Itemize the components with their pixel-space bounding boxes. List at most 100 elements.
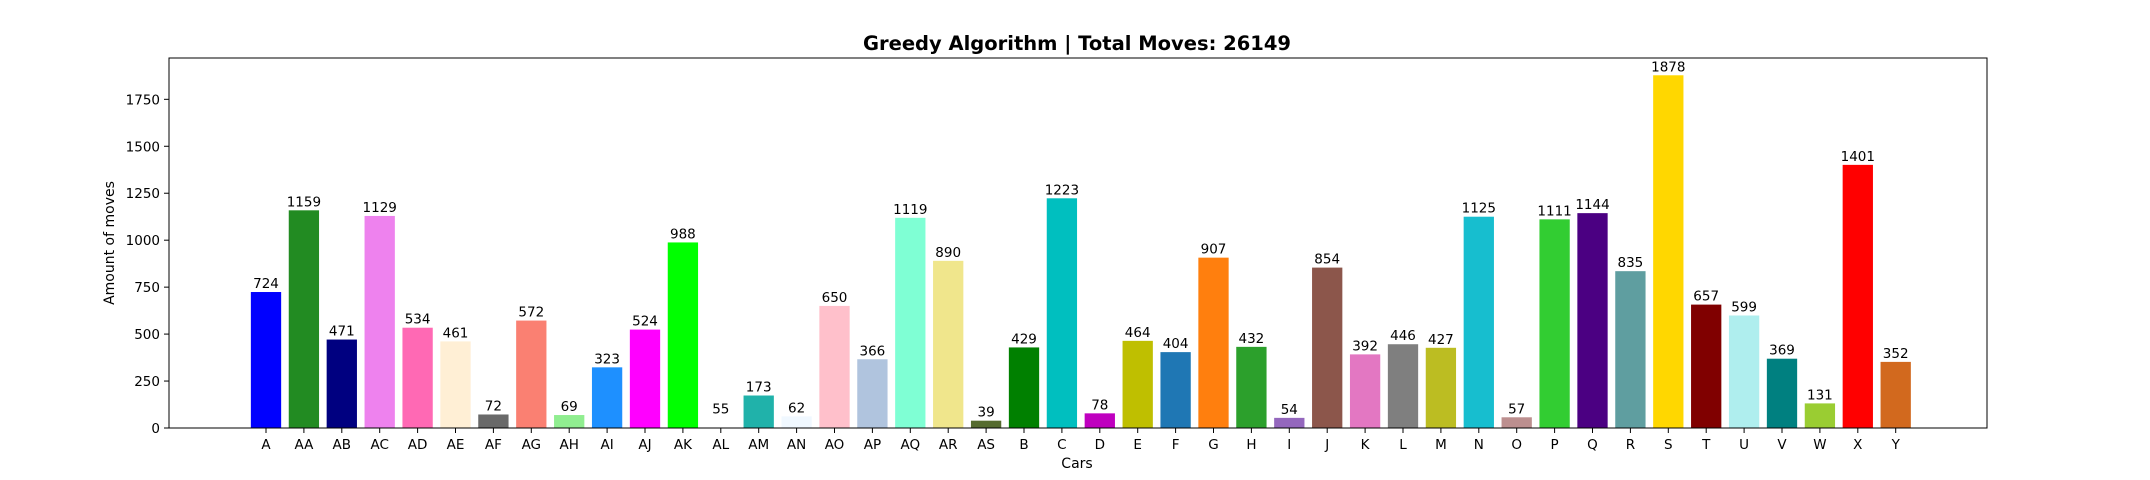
- bar-m: [1425, 347, 1457, 428]
- bar-i: [1274, 417, 1305, 428]
- x-tick-label-c: C: [1057, 437, 1066, 453]
- data-label-ak: 988: [670, 226, 696, 242]
- bar-aa: [288, 210, 320, 428]
- data-label-ah: 69: [561, 399, 578, 415]
- y-axis: 0 250 500 750 1000 1250 1500 1750: [126, 92, 169, 437]
- data-label-v: 369: [1769, 343, 1795, 359]
- bar-p: [1539, 219, 1570, 428]
- bar-k: [1349, 354, 1381, 428]
- bar-o: [1501, 417, 1532, 428]
- data-label-i: 54: [1281, 402, 1298, 418]
- data-label-a: 724: [253, 276, 279, 292]
- y-tick-label-750: 750: [134, 280, 160, 296]
- x-tick-label-ab: AB: [333, 437, 352, 453]
- bar-am: [743, 395, 774, 428]
- bars-group: [250, 75, 1911, 428]
- data-label-ae: 461: [443, 325, 469, 341]
- x-tick-label-b: B: [1019, 437, 1028, 453]
- data-label-h: 432: [1239, 331, 1265, 347]
- plot-area-frame: [168, 57, 1988, 429]
- data-label-y: 352: [1883, 346, 1909, 362]
- x-tick-label-af: AF: [485, 437, 502, 453]
- x-tick-label-as: AS: [977, 437, 995, 453]
- bar-aj: [629, 329, 661, 428]
- x-tick-label-ad: AD: [408, 437, 428, 453]
- bar-d: [1084, 413, 1115, 428]
- data-label-s: 1878: [1651, 59, 1685, 75]
- chart-title: Greedy Algorithm | Total Moves: 26149: [863, 32, 1291, 55]
- y-tick-label-250: 250: [134, 374, 160, 390]
- bar-q: [1577, 213, 1608, 428]
- data-label-ac: 1129: [363, 200, 397, 216]
- x-tick-label-ah: AH: [560, 437, 579, 453]
- bar-an: [781, 416, 812, 428]
- bar-as: [970, 420, 1002, 428]
- bar-l: [1387, 344, 1419, 428]
- x-tick-label-u: U: [1739, 437, 1749, 453]
- data-label-q: 1144: [1575, 197, 1609, 213]
- bar-a: [250, 292, 282, 428]
- bar-ak: [667, 242, 699, 428]
- bar-ae: [440, 341, 471, 428]
- data-label-ab: 471: [329, 324, 355, 340]
- x-tick-label-i: I: [1287, 437, 1291, 453]
- y-tick-label-0: 0: [151, 421, 160, 437]
- data-label-g: 907: [1201, 242, 1227, 258]
- data-label-n: 1125: [1462, 201, 1496, 217]
- data-label-c: 1223: [1045, 182, 1079, 198]
- x-tick-label-al: AL: [712, 437, 729, 453]
- bar-ad: [402, 327, 433, 428]
- x-tick-label-r: R: [1626, 437, 1635, 453]
- x-tick-label-ai: AI: [600, 437, 613, 453]
- x-tick-label-j: J: [1324, 437, 1329, 453]
- data-label-am: 173: [746, 380, 772, 396]
- x-axis-label: Cars: [1061, 456, 1092, 472]
- data-label-x: 1401: [1841, 149, 1875, 165]
- x-tick-label-ap: AP: [864, 437, 881, 453]
- x-tick-label-m: M: [1435, 437, 1447, 453]
- data-label-ag: 572: [518, 305, 544, 321]
- x-tick-label-g: G: [1208, 437, 1218, 453]
- x-tick-label-a: A: [261, 437, 271, 453]
- x-tick-label-aa: AA: [294, 437, 314, 453]
- y-axis-label: Amount of moves: [102, 181, 118, 305]
- bar-t: [1691, 304, 1722, 428]
- x-tick-label-aq: AQ: [900, 437, 920, 453]
- data-label-r: 835: [1618, 255, 1644, 271]
- x-tick-label-n: N: [1474, 437, 1484, 453]
- bar-w: [1804, 403, 1836, 428]
- data-label-o: 57: [1508, 401, 1525, 417]
- data-label-b: 429: [1011, 331, 1037, 347]
- x-tick-label-f: F: [1172, 437, 1180, 453]
- data-label-as: 39: [978, 405, 995, 421]
- data-label-f: 404: [1163, 336, 1189, 352]
- x-tick-label-aj: AJ: [638, 437, 651, 453]
- data-label-j: 854: [1314, 252, 1340, 268]
- x-tick-label-s: S: [1664, 437, 1673, 453]
- x-tick-label-v: V: [1777, 437, 1787, 453]
- data-label-ad: 534: [405, 312, 431, 328]
- x-tick-label-ar: AR: [939, 437, 958, 453]
- bar-r: [1615, 271, 1646, 428]
- x-tick-label-y: Y: [1891, 437, 1901, 453]
- x-tick-label-k: K: [1361, 437, 1371, 453]
- x-axis: A AA AB AC AD AE AF AG AH AI AJ AK AL AM AN AO AP AQ AR AS B…: [261, 428, 1901, 453]
- y-tick-label-1000: 1000: [126, 233, 160, 249]
- bar-ah: [554, 415, 585, 428]
- x-tick-label-ao: AO: [825, 437, 845, 453]
- bar-al: [705, 417, 736, 428]
- x-tick-label-ak: AK: [674, 437, 693, 453]
- data-label-m: 427: [1428, 332, 1454, 348]
- data-label-ao: 650: [822, 290, 848, 306]
- x-tick-label-p: P: [1551, 437, 1559, 453]
- x-tick-label-ag: AG: [522, 437, 541, 453]
- bar-e: [1122, 340, 1153, 428]
- y-tick-label-1250: 1250: [126, 186, 160, 202]
- data-label-k: 392: [1352, 338, 1378, 354]
- bar-ac: [364, 215, 395, 428]
- bar-n: [1463, 216, 1494, 428]
- bar-ai: [591, 367, 623, 428]
- x-tick-label-ae: AE: [447, 437, 465, 453]
- data-labels-group: 724 1159 471 1129 534 461 72 572 69 323 524 988 55 17…: [253, 59, 1908, 420]
